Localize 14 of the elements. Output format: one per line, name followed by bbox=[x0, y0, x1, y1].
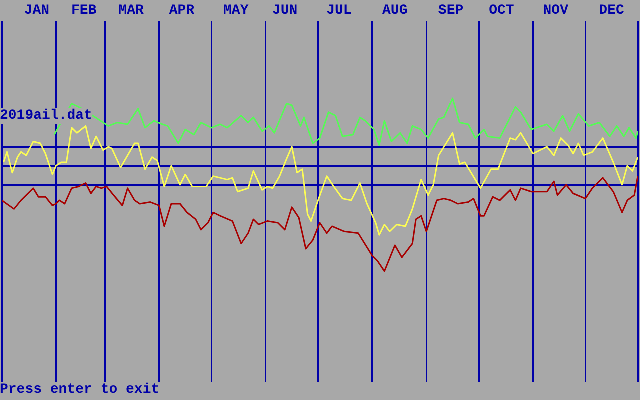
x-tick-label: APR bbox=[169, 2, 196, 19]
x-tick-label: JUN bbox=[272, 2, 298, 19]
x-tick-label: FEB bbox=[72, 2, 98, 19]
x-tick-label: DEC bbox=[599, 2, 625, 19]
x-tick-label: JUL bbox=[326, 2, 352, 19]
x-tick-label: MAR bbox=[118, 2, 144, 19]
x-tick-label: OCT bbox=[489, 2, 514, 19]
text: Press enter to exit bbox=[0, 382, 160, 398]
x-tick-label: JAN bbox=[24, 2, 50, 19]
x-tick-label: MAY bbox=[224, 2, 250, 19]
x-tick-label: NOV bbox=[543, 2, 570, 19]
annotation: 2019ail.dat bbox=[0, 108, 92, 124]
x-tick-label: AUG bbox=[382, 2, 408, 19]
x-tick-label: SEP bbox=[438, 2, 464, 19]
